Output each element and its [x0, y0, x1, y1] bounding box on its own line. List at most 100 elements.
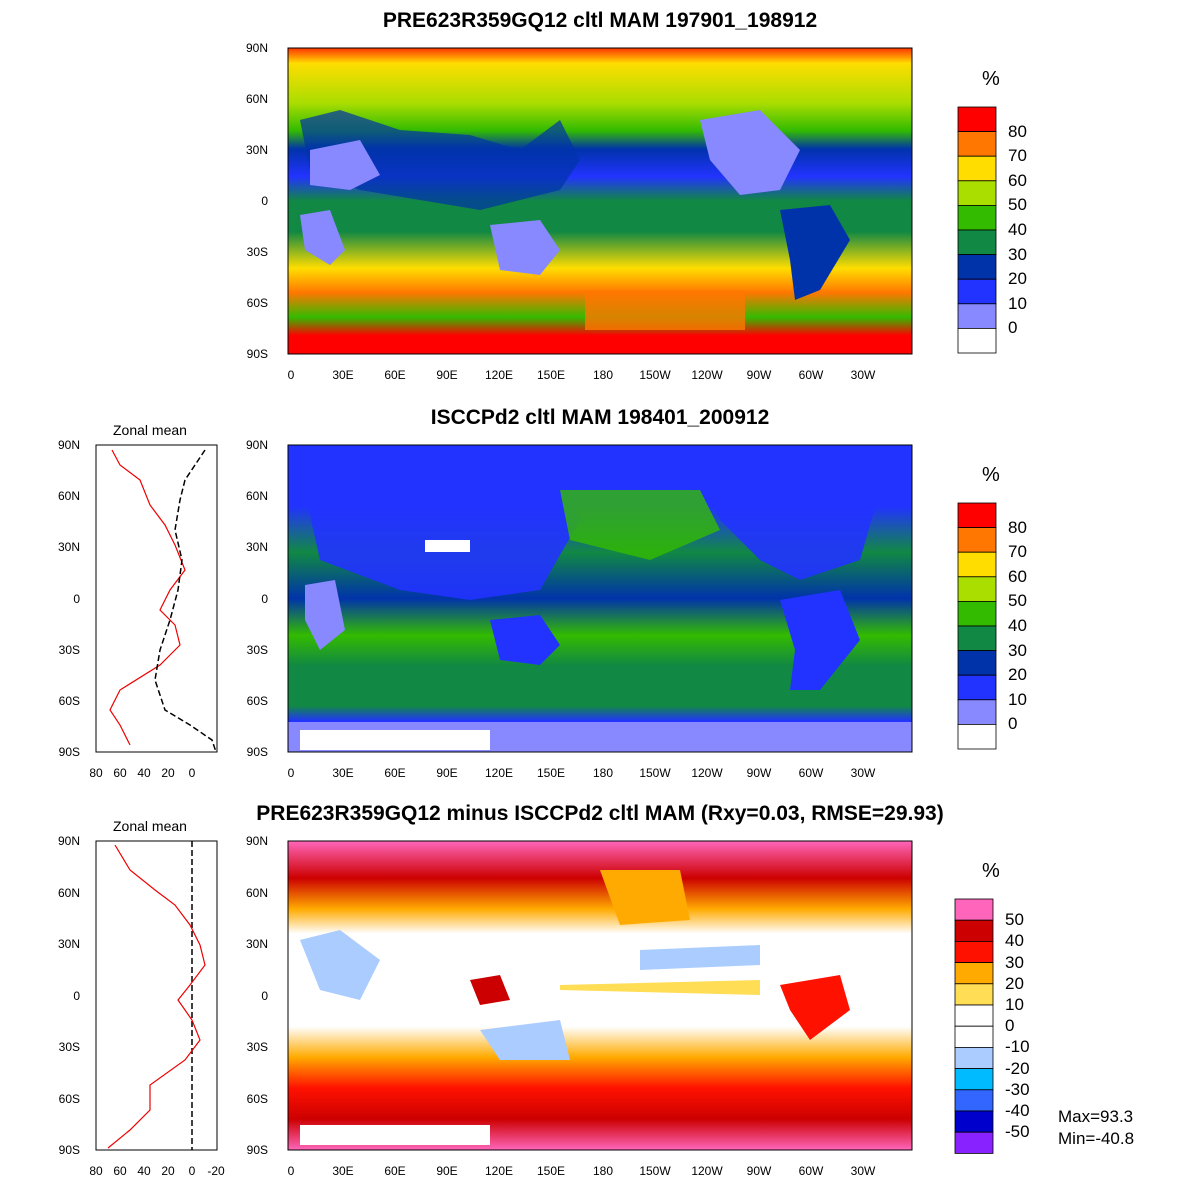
lon-tick-label: 150W [639, 766, 671, 780]
lon-tick-label: 90E [436, 1164, 458, 1178]
lon-tick-label: 180 [592, 766, 614, 780]
unit-label-2: % [982, 464, 1000, 486]
colorbar-label: 50 [1008, 195, 1027, 215]
colorbar-label: 60 [1008, 170, 1027, 190]
lon-tick-label: 60E [384, 766, 406, 780]
lat-tick-label: 30N [245, 540, 268, 555]
lat-tick-label: 0 [261, 194, 268, 208]
profile-lat-tick-label: 60S [58, 1091, 80, 1106]
colorbar-label: 80 [1008, 517, 1027, 537]
profile-2-title: Zonal mean [113, 422, 187, 438]
profile-value-tick-label: -20 [207, 1164, 225, 1178]
lon-tick-label: 60W [798, 368, 824, 382]
colorbar-swatch [954, 1004, 994, 1027]
lat-tick-label: 60S [246, 693, 268, 708]
lon-tick-label: 90W [746, 368, 772, 382]
colorbar-label: 0 [1008, 714, 1018, 734]
lon-tick-label: 90W [746, 766, 772, 780]
lat-tick-label: 0 [261, 988, 268, 1003]
profile-value-tick-label: 0 [188, 1164, 196, 1178]
profile-lat-tick-label: 60N [57, 489, 80, 504]
profile-lat-tick-label: 30N [57, 937, 80, 951]
colorbar-swatch [957, 180, 997, 206]
map-panel-difference [287, 840, 913, 1151]
profile-lat-tick-label: 90S [58, 1143, 80, 1157]
colorbar-swatch [954, 1047, 994, 1070]
colorbar-swatch [957, 674, 997, 701]
colorbar-label: 10 [1005, 995, 1024, 1014]
colorbar-swatch [954, 919, 994, 942]
colorbar-label: -50 [1005, 1122, 1030, 1142]
lon-tick-label: 30E [332, 766, 354, 780]
colorbar-swatch [954, 983, 994, 1006]
zonal-mean-profile-difference [95, 840, 218, 1151]
unit-label-1: % [982, 68, 1000, 90]
lon-tick-label: 90W [746, 1164, 772, 1178]
colorbar-swatch [957, 576, 997, 602]
lat-tick-label: 60N [245, 489, 268, 504]
colorbar-swatch [954, 1089, 994, 1112]
colorbar-label: 10 [1008, 293, 1027, 313]
profile-value-tick-label: 60 [113, 766, 127, 780]
colorbar-swatch [957, 303, 997, 329]
profile-lat-tick-label: 90N [57, 834, 80, 848]
colorbar-label: -10 [1005, 1037, 1030, 1057]
lat-tick-label: 30N [245, 937, 268, 951]
lon-tick-label: 120W [691, 1164, 723, 1178]
profile-lat-tick-label: 90N [57, 438, 80, 452]
lon-tick-label: 120W [691, 766, 723, 780]
panel-3-title: PRE623R359GQ12 minus ISCCPd2 cltl MAM (R… [256, 802, 944, 825]
colorbar-swatch [957, 131, 997, 157]
lon-tick-label: 60W [798, 766, 824, 780]
colorbar-label: 80 [1008, 121, 1027, 141]
colorbar-label: 20 [1008, 269, 1027, 289]
panel-1-title: PRE623R359GQ12 cltl MAM 197901_198912 [382, 9, 818, 32]
colorbar-label: 0 [1005, 1016, 1015, 1036]
colorbar-swatch [954, 1131, 994, 1154]
min-stat: Min=-40.8 [1058, 1129, 1135, 1148]
lat-tick-label: 90N [245, 438, 268, 452]
colorbar-label: 40 [1008, 616, 1027, 635]
lon-tick-label: 60E [384, 1164, 406, 1178]
colorbar-swatch [957, 278, 997, 305]
profile-value-tick-label: 0 [188, 766, 196, 780]
colorbar-swatch [957, 601, 997, 627]
profile-value-tick-label: 20 [161, 1164, 175, 1178]
lon-tick-label: 60W [798, 1164, 824, 1178]
colorbar-swatch [957, 327, 997, 354]
lat-tick-label: 90S [246, 347, 268, 361]
colorbar-label: 40 [1008, 220, 1027, 239]
lat-tick-label: 30S [246, 1040, 268, 1054]
colorbar-swatch [957, 527, 997, 553]
lon-tick-label: 90E [436, 766, 458, 780]
lat-tick-label: 30S [246, 642, 268, 657]
lat-tick-label: 60N [245, 92, 268, 106]
colorbar-label: 20 [1008, 665, 1027, 685]
map-panel-model [287, 47, 913, 355]
lon-tick-label: 180 [592, 1164, 614, 1178]
colorbar-swatch [954, 1110, 994, 1133]
unit-label-3: % [982, 860, 1000, 882]
lon-tick-label: 150W [639, 1164, 671, 1178]
lat-tick-label: 90N [245, 834, 268, 848]
colorbar-label: 30 [1005, 952, 1024, 972]
colorbar-label: 70 [1008, 542, 1027, 562]
profile-lat-tick-label: 30N [57, 540, 80, 555]
lon-tick-label: 30E [332, 368, 354, 382]
colorbar-label: 20 [1005, 973, 1024, 993]
panel-2-title: ISCCPd2 cltl MAM 198401_200912 [430, 406, 770, 429]
lon-tick-label: 30W [850, 368, 876, 382]
lon-tick-label: 30E [332, 1164, 354, 1178]
colorbar-label: 60 [1008, 566, 1027, 586]
colorbar-label: 50 [1008, 591, 1027, 611]
colorbar-swatch [957, 699, 997, 725]
lat-tick-label: 60S [246, 1091, 268, 1106]
profile-lat-tick-label: 90S [58, 745, 80, 759]
colorbar-label: 70 [1008, 146, 1027, 166]
lat-tick-label: 30N [245, 143, 268, 157]
colorbar-label: 0 [1008, 318, 1018, 338]
lon-tick-label: 0 [287, 1164, 295, 1178]
map-panel-observed [287, 444, 913, 753]
colorbar-observed [957, 502, 997, 750]
colorbar-model [957, 106, 997, 354]
